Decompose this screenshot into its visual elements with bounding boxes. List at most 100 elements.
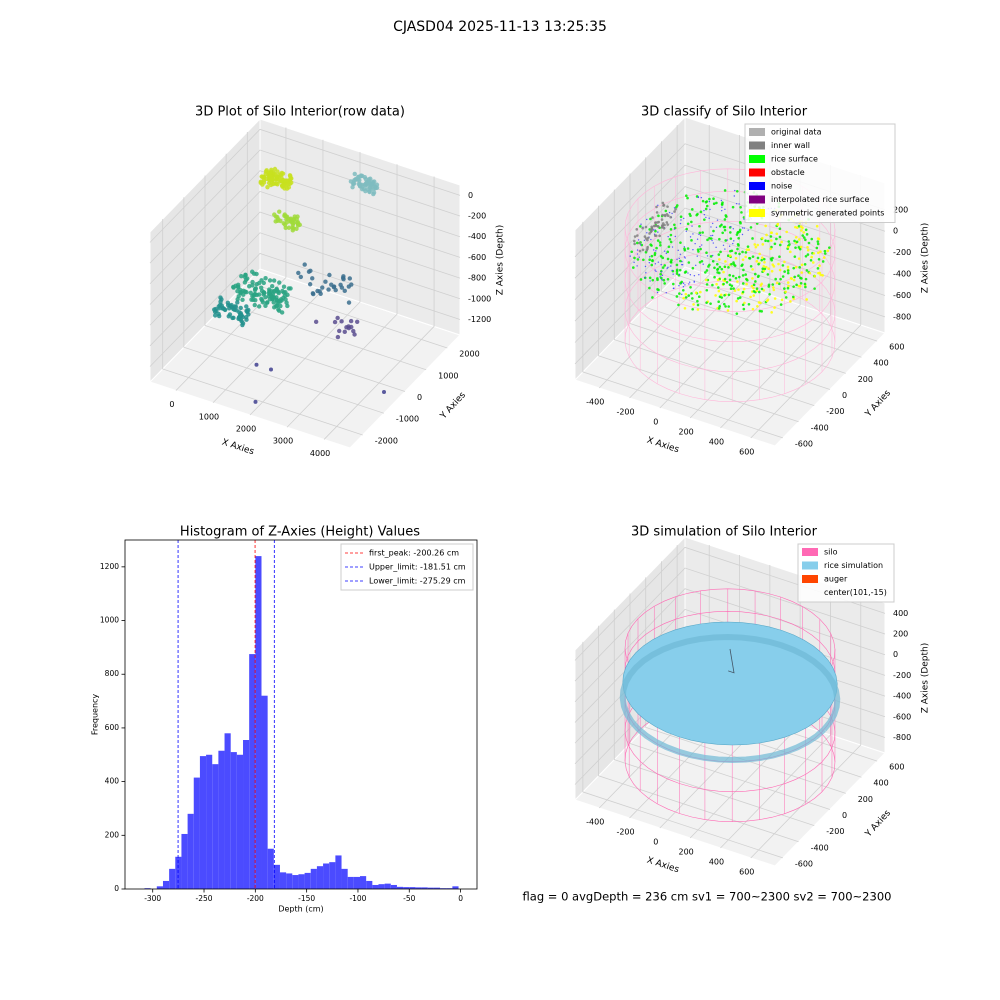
bar [316, 866, 324, 889]
point-decoration [771, 283, 775, 286]
point-decoration [660, 218, 664, 221]
point-decoration [302, 262, 307, 267]
point-decoration [699, 247, 702, 251]
point-decoration [652, 249, 655, 251]
point-decoration [696, 308, 700, 311]
point-decoration [786, 245, 790, 249]
point-decoration [711, 259, 715, 263]
point-decoration [733, 289, 737, 292]
point-decoration [707, 265, 710, 268]
x-tick-label: 400 [709, 438, 724, 447]
point-decoration [727, 266, 730, 269]
point-decoration [762, 289, 766, 292]
point-decoration [633, 235, 637, 238]
point-decoration [728, 254, 732, 258]
legend-label: obstacle [771, 168, 805, 177]
point-decoration [793, 255, 797, 258]
point-decoration [696, 238, 699, 240]
point-decoration [271, 300, 276, 305]
point-decoration [332, 319, 338, 325]
point-decoration [326, 287, 331, 292]
point-decoration [810, 255, 813, 259]
point-decoration [822, 256, 826, 259]
grid-line [629, 173, 831, 390]
point-decoration [729, 287, 733, 291]
status-footer: flag = 0 avgDepth = 236 cm sv1 = 700~230… [523, 890, 892, 904]
point-decoration [816, 267, 820, 270]
y-tick-label: 0 [842, 391, 847, 400]
point-decoration [741, 290, 745, 294]
x-tick-label: -250 [196, 894, 213, 903]
point-decoration [688, 281, 691, 283]
legend-swatch [749, 209, 765, 217]
point-decoration [738, 252, 741, 256]
point-decoration [749, 226, 753, 229]
x-tick-label: 4000 [310, 449, 330, 458]
y-tick-label: -600 [795, 439, 813, 448]
point-decoration [704, 278, 708, 282]
point-decoration [226, 314, 231, 319]
point-decoration [744, 251, 748, 254]
point-decoration [779, 277, 782, 281]
point-decoration [752, 290, 756, 293]
point-decoration [687, 261, 691, 264]
point-decoration [669, 228, 673, 231]
point-decoration [639, 278, 643, 281]
y-axis-label: Frequency [91, 694, 100, 736]
point-decoration [653, 251, 657, 255]
point-decoration [681, 293, 683, 296]
point-decoration [666, 205, 669, 208]
point-decoration [244, 317, 249, 322]
point-decoration [689, 274, 692, 276]
bar [323, 863, 330, 889]
point-decoration [240, 321, 246, 326]
legend-label: inner wall [771, 141, 810, 150]
point-decoration [659, 272, 662, 276]
point-decoration [281, 284, 287, 289]
point-decoration [308, 268, 313, 274]
point-decoration [716, 267, 720, 271]
point-decoration [697, 250, 700, 253]
y-tick-label: -400 [811, 423, 829, 432]
point-decoration [661, 224, 665, 227]
point-decoration [659, 254, 663, 258]
point-decoration [737, 288, 740, 291]
y-tick-label: -2000 [375, 436, 398, 445]
chart-title: 3D simulation of Silo Interior [631, 525, 818, 540]
point-decoration [735, 189, 739, 193]
x-tick-label: -400 [586, 398, 604, 407]
point-decoration [801, 234, 805, 237]
point-decoration [684, 270, 688, 273]
grid-line [661, 141, 862, 358]
grid-line [204, 175, 406, 392]
point-decoration [775, 237, 778, 241]
point-decoration [665, 252, 668, 255]
point-decoration [259, 278, 264, 283]
point-decoration [246, 312, 251, 317]
bar [372, 884, 379, 889]
z-tick-label: 200 [893, 205, 908, 214]
point-decoration [711, 234, 714, 237]
point-decoration [655, 246, 658, 250]
point-decoration [694, 291, 698, 295]
point-decoration [802, 236, 806, 239]
z-tick-label: -1000 [468, 294, 491, 303]
plot-3d: -400-2000200400600-600-400-2000200400600… [574, 115, 931, 457]
point-decoration [639, 225, 642, 228]
point-decoration [355, 177, 361, 182]
bar [169, 868, 176, 889]
point-decoration [666, 223, 669, 226]
point-decoration [271, 278, 277, 283]
point-decoration [693, 275, 696, 277]
point-decoration [732, 287, 735, 290]
point-decoration [696, 255, 698, 257]
point-decoration [752, 283, 756, 287]
bar [390, 884, 397, 889]
bar [329, 862, 336, 889]
x-tick-label: 2000 [236, 425, 256, 434]
point-decoration [296, 270, 301, 276]
point-decoration [278, 172, 284, 177]
point-decoration [780, 298, 784, 302]
point-decoration [675, 270, 679, 273]
point-decoration [758, 252, 761, 256]
